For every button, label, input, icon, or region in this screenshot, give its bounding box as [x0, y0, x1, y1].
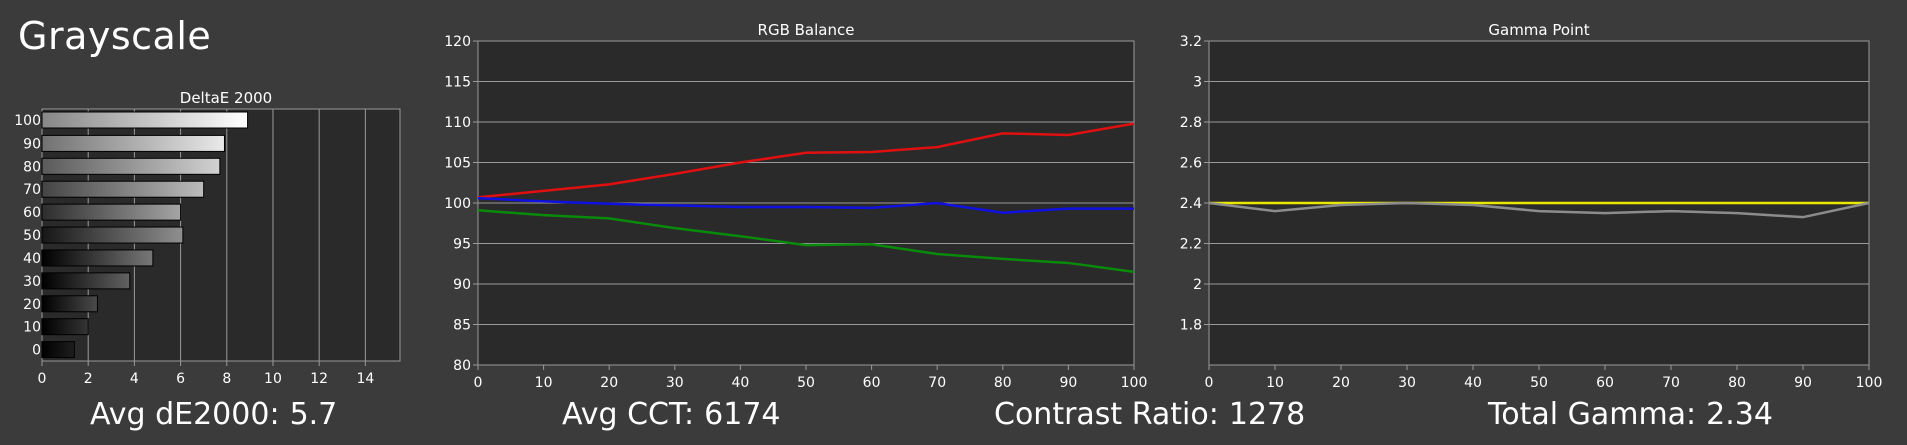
gamma-point-x-tick-label: 40 — [1464, 375, 1482, 391]
total-gamma-label: Total Gamma: — [1488, 397, 1697, 432]
rgb-balance-y-tick-label: 105 — [444, 156, 471, 172]
rgb-balance-x-tick-label: 50 — [797, 375, 815, 391]
gamma-point-x-tick-label: 90 — [1794, 375, 1812, 391]
rgb-balance-y-tick-label: 100 — [444, 196, 471, 212]
rgb-balance-y-tick-label: 95 — [453, 237, 471, 253]
deltae-category-label: 60 — [23, 205, 41, 221]
rgb-balance-chart: 80 85 90 95 100 105 110 115 120 0 10 20 30 40 50 60 70 80… — [444, 21, 1147, 391]
rgb-balance-y-tick-label: 80 — [453, 358, 471, 374]
deltae-x-tick-label: 6 — [176, 371, 185, 387]
rgb-balance-y-tick-label: 115 — [444, 75, 471, 91]
contrast-ratio-label: Contrast Ratio: — [994, 397, 1219, 432]
deltae-bar-80 — [41, 157, 221, 175]
gamma-point-x-tick-label: 80 — [1728, 375, 1746, 391]
deltae-category-label: 100 — [14, 113, 41, 129]
deltae-chart-title: DeltaE 2000 — [180, 89, 272, 107]
gamma-point-chart: 1.8 2 2.2 2.4 2.6 2.8 3 3.2 0 10 20 30 40 50 60 70 80 90 1… — [1180, 21, 1883, 391]
page-title: Grayscale — [18, 14, 212, 58]
gamma-point-x-tick-label: 50 — [1530, 375, 1548, 391]
deltae-x-tick-label: 0 — [38, 371, 47, 387]
rgb-balance-x-tick-label: 20 — [600, 375, 618, 391]
gamma-point-x-tick-label: 20 — [1332, 375, 1350, 391]
gamma-point-x-tick-label: 10 — [1266, 375, 1284, 391]
gamma-point-y-tick-label: 2.4 — [1180, 196, 1202, 212]
deltae-bar-50 — [41, 226, 184, 244]
deltae-bar-40 — [41, 249, 154, 267]
rgb-balance-x-tick-label: 40 — [731, 375, 749, 391]
deltae-bar-10 — [41, 318, 89, 336]
deltae-bar-20 — [41, 295, 98, 313]
deltae-category-label: 10 — [23, 320, 41, 336]
avg-cct-stat: Avg CCT: 6174 — [562, 397, 781, 432]
rgb-balance-y-tick-label: 85 — [453, 318, 471, 334]
avg-deltae-stat: Avg dE2000: 5.7 — [90, 397, 337, 432]
rgb-balance-x-tick-label: 30 — [666, 375, 684, 391]
deltae-category-label: 50 — [23, 228, 41, 244]
gamma-point-y-tick-label: 3 — [1193, 75, 1202, 91]
gamma-point-y-tick-label: 2.2 — [1180, 237, 1202, 253]
gamma-point-x-tick-label: 60 — [1596, 375, 1614, 391]
rgb-balance-y-tick-label: 110 — [444, 115, 471, 131]
deltae-x-tick-label: 2 — [84, 371, 93, 387]
deltae-category-label: 30 — [23, 274, 41, 290]
gamma-point-y-tick-label: 2.6 — [1180, 156, 1202, 172]
gamma-point-x-tick-label: 30 — [1398, 375, 1416, 391]
gamma-point-x-tick-label: 70 — [1662, 375, 1680, 391]
rgb-balance-x-tick-label: 80 — [994, 375, 1012, 391]
rgb-balance-x-tick-label: 60 — [863, 375, 881, 391]
gamma-point-y-tick-label: 2.8 — [1180, 115, 1202, 131]
deltae-bar-100 — [41, 111, 249, 129]
rgb-balance-series-green-line — [477, 209, 1135, 274]
rgb-balance-x-tick-label: 0 — [474, 375, 483, 391]
rgb-balance-chart-title: RGB Balance — [758, 21, 855, 39]
avg-cct-label: Avg CCT: — [562, 397, 695, 432]
rgb-balance-y-tick-label: 90 — [453, 277, 471, 293]
deltae-category-label: 20 — [23, 297, 41, 313]
gamma-point-chart-title: Gamma Point — [1488, 21, 1589, 39]
rgb-balance-series-red-line — [477, 122, 1135, 199]
deltae-bar-30 — [41, 272, 131, 290]
total-gamma-stat: Total Gamma: 2.34 — [1488, 397, 1773, 432]
gamma-point-series-gray-line — [1208, 201, 1870, 219]
avg-cct-value: 6174 — [704, 397, 781, 432]
deltae-category-label: 80 — [23, 159, 41, 175]
gamma-point-y-tick-label: 3.2 — [1180, 34, 1202, 50]
gamma-point-x-tick-label: 0 — [1205, 375, 1214, 391]
rgb-balance-x-tick-label: 100 — [1121, 375, 1148, 391]
gamma-point-x-tick-label: 100 — [1856, 375, 1883, 391]
deltae-category-label: 40 — [23, 251, 41, 267]
deltae-category-label: 70 — [23, 182, 41, 198]
deltae-category-label: 90 — [23, 136, 41, 152]
deltae-bar-0 — [41, 341, 75, 359]
deltae-x-tick-label: 4 — [130, 371, 139, 387]
deltae-bar-60 — [41, 203, 182, 221]
deltae-bar-90 — [41, 134, 225, 152]
deltae-x-tick-label: 8 — [222, 371, 231, 387]
avg-deltae-label: Avg dE2000: — [90, 397, 280, 432]
deltae-bar-70 — [41, 180, 205, 198]
rgb-balance-series-blue-line — [477, 196, 1134, 214]
gamma-point-y-tick-label: 2 — [1193, 277, 1202, 293]
rgb-balance-y-tick-label: 120 — [444, 34, 471, 50]
deltae-x-tick-label: 14 — [356, 371, 374, 387]
deltae-x-tick-label: 10 — [264, 371, 282, 387]
contrast-ratio-value: 1278 — [1228, 397, 1306, 432]
rgb-balance-x-tick-label: 10 — [535, 375, 553, 391]
rgb-balance-x-tick-label: 90 — [1059, 375, 1077, 391]
gamma-point-y-tick-label: 1.8 — [1180, 318, 1202, 334]
deltae-category-label: 0 — [32, 343, 41, 359]
deltae-x-tick-label: 12 — [310, 371, 328, 387]
total-gamma-value: 2.34 — [1706, 397, 1773, 432]
rgb-balance-x-tick-label: 70 — [928, 375, 946, 391]
avg-deltae-value: 5.7 — [289, 397, 338, 432]
contrast-ratio-stat: Contrast Ratio: 1278 — [994, 397, 1305, 432]
